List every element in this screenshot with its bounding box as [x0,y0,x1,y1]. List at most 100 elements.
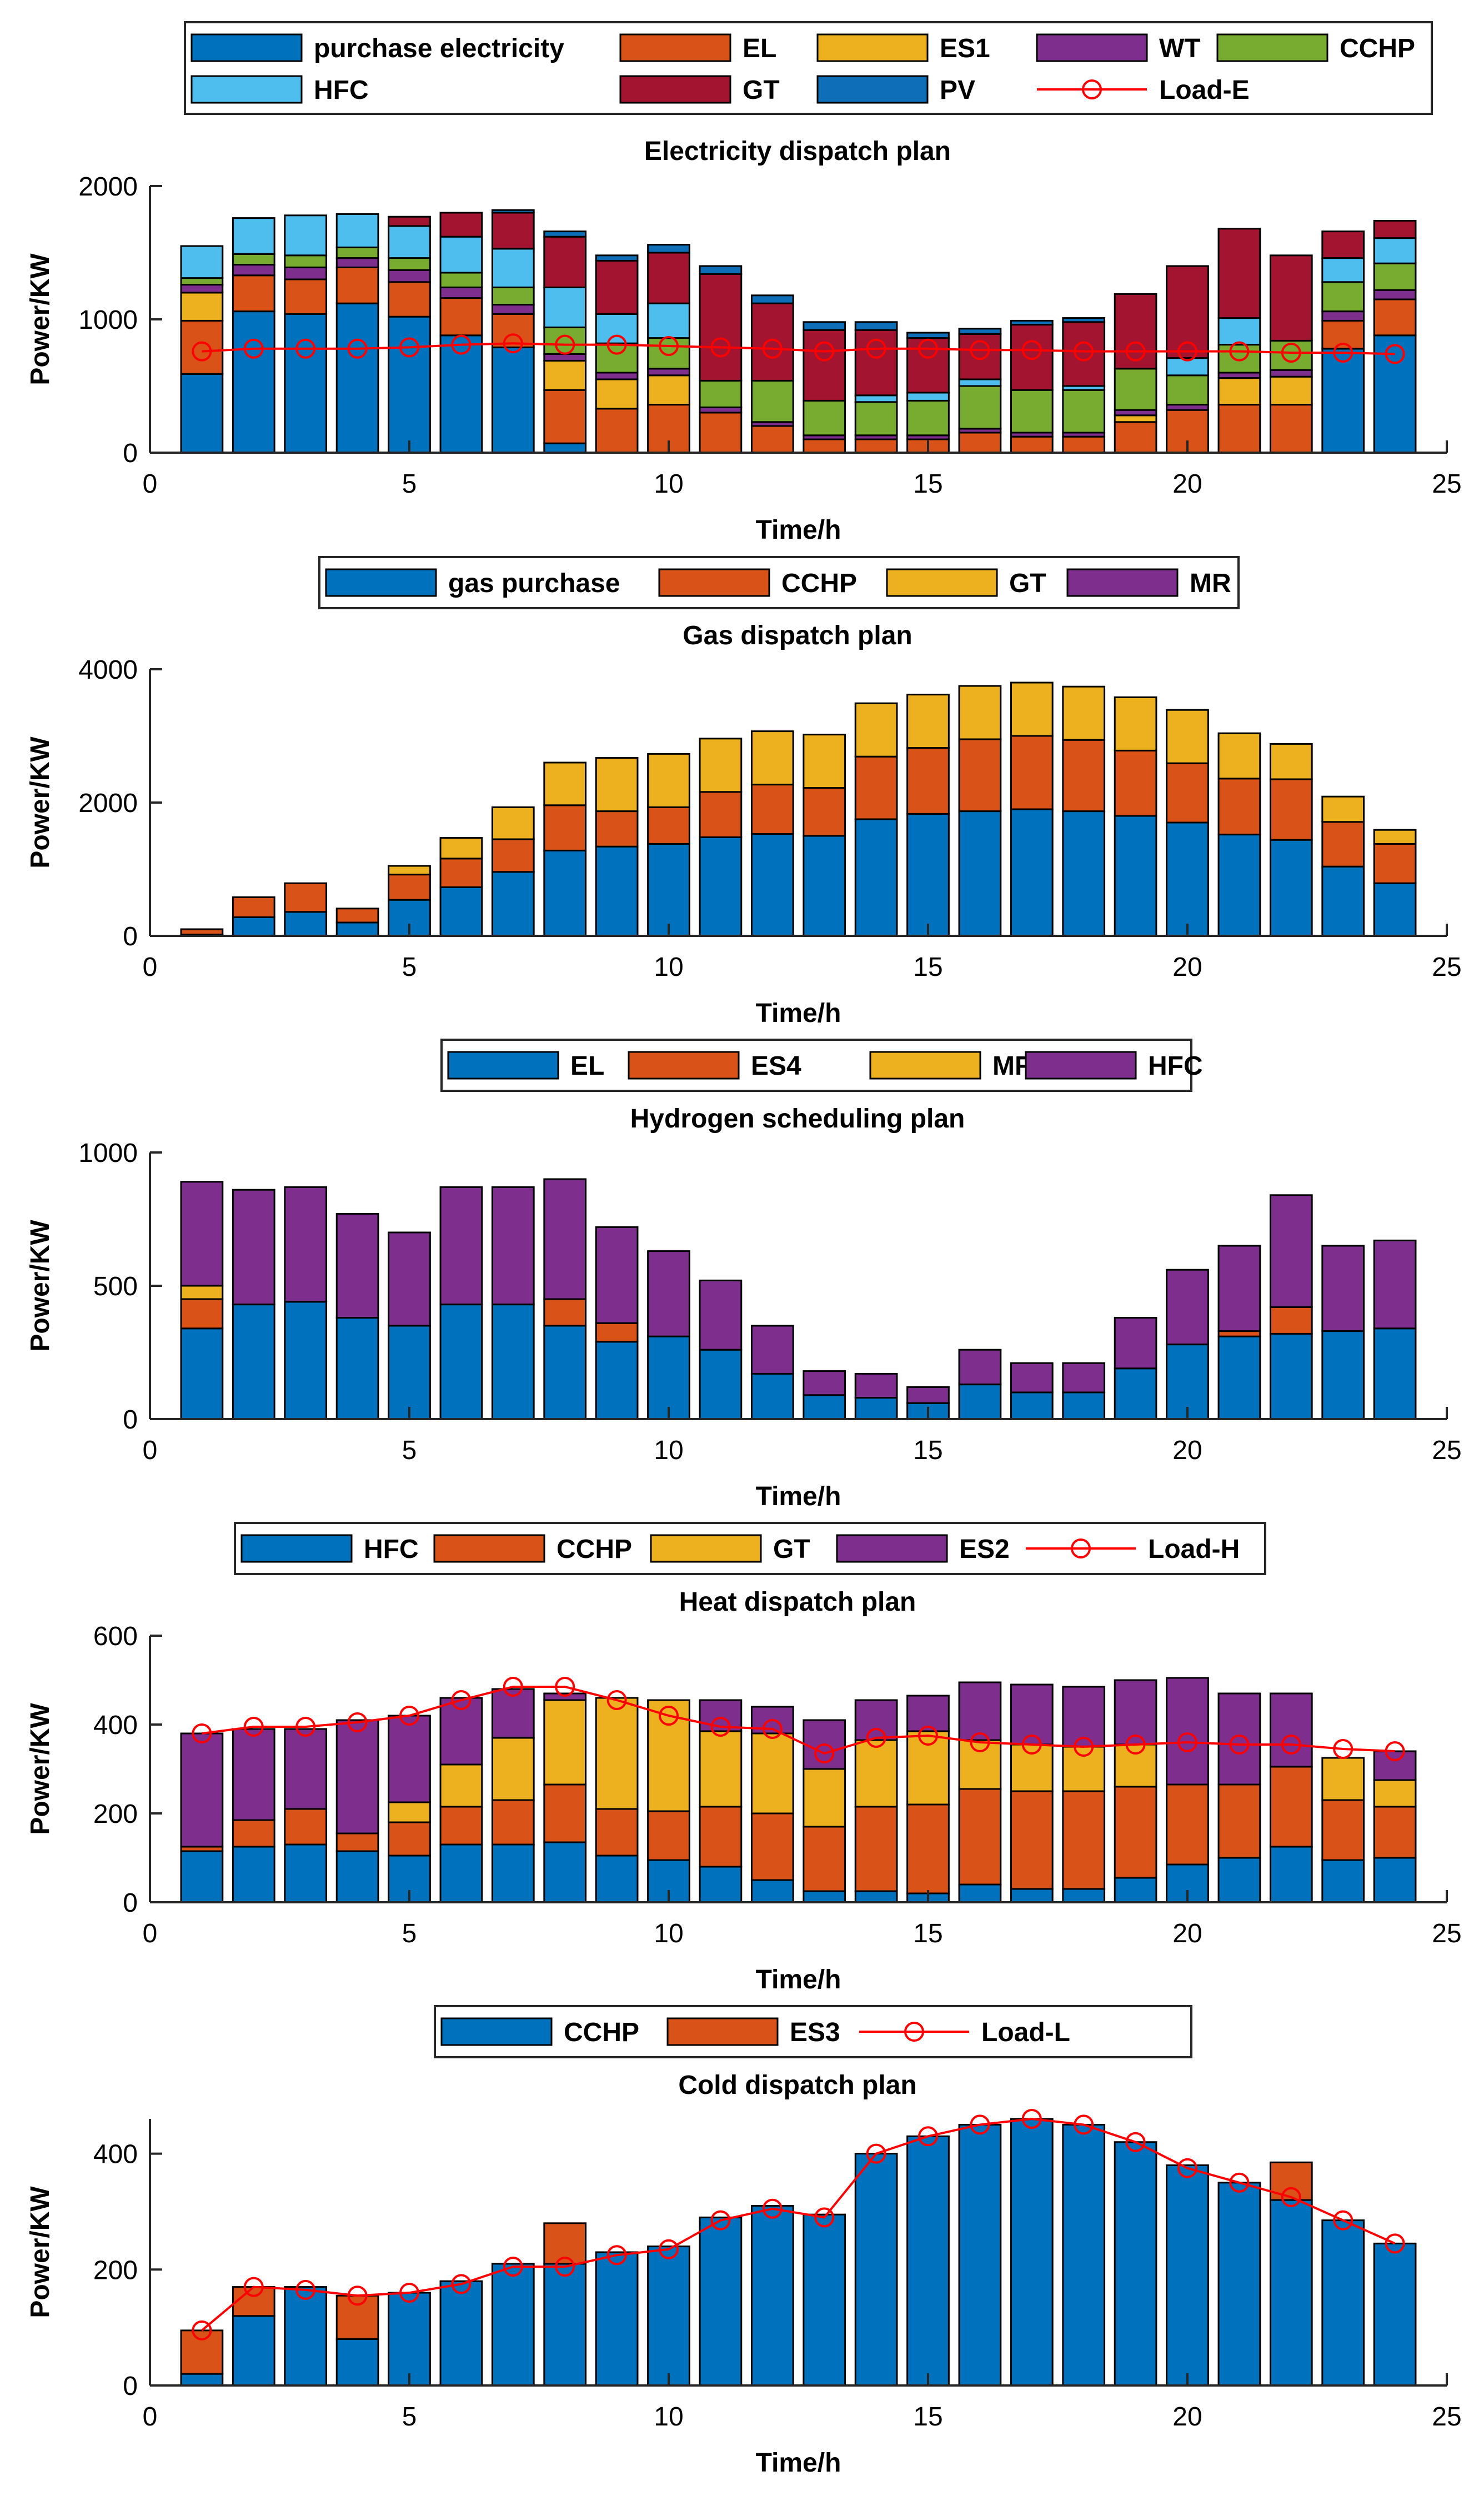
legend-swatch [836,1534,948,1563]
bar-es1 [543,359,587,391]
marker-load-e [1125,341,1146,362]
marker-load-h [606,1690,627,1710]
marker-load-l [1177,2158,1197,2178]
bar-pv [803,321,846,331]
bar-pv [647,244,690,254]
bar-el [750,425,794,454]
bar-hfc [750,1879,794,1903]
bar-el [335,1317,379,1420]
bar-gt [854,702,898,758]
legend-label: CCHP [556,1535,632,1564]
y-tick-label: 200 [93,2256,138,2285]
bar-es2 [1010,1683,1054,1746]
bar-cchp [699,379,743,408]
bar-gt [439,212,483,238]
bar-cchp [854,401,898,437]
y-tick-label: 600 [93,1622,138,1651]
marker-load-h [1177,1732,1197,1752]
marker-load-h [1229,1735,1250,1755]
bar-hfc [958,1883,1002,1903]
bar-cchp [388,1821,431,1857]
bar-hfc [1321,1245,1365,1332]
bar-gt [491,1737,535,1801]
x-tick-label: 5 [402,1919,417,1948]
bar-es4 [543,1298,587,1327]
bar-cchp [1062,389,1106,434]
x-tick-label: 0 [143,1436,158,1465]
bar-hfc [1321,257,1365,283]
bar-hfc [1217,1245,1261,1332]
bar-hfc [388,1231,431,1327]
bar-purchase-electricity [388,315,431,454]
bar-gas-purchase [958,810,1002,937]
bar-wt [439,286,483,299]
bar-gt [1114,1743,1157,1788]
bar-cchp [1010,735,1054,810]
bar-el [439,1304,483,1420]
bar-el [180,1327,224,1420]
bar-gt [1010,324,1054,391]
bar-gt [543,235,587,288]
bar-hfc [699,1866,743,1903]
x-tick-label: 15 [913,469,942,499]
bar-gt [439,1763,483,1808]
x-tick-label: 20 [1172,469,1202,499]
bar-cchp [699,2216,743,2387]
bar-gt [1373,829,1417,845]
bar-hfc [1321,1859,1365,1903]
marker-load-e [451,334,472,355]
marker-load-e [814,341,835,362]
line-load-e [202,342,1395,355]
chart-2: 0 5 10 15 20 25 0 2000 4000 Time/h Power/KW Gas dis… [26,556,1462,1028]
bar-gt [699,273,743,382]
bar-hfc [1010,1888,1054,1903]
bar-cchp [595,342,639,374]
bar-el [180,319,224,375]
legend-swatch-marker [1082,79,1102,99]
y-tick-label: 4000 [78,655,138,685]
legend-swatch [1036,33,1148,62]
bar-cchp [439,272,483,288]
marker-load-l [555,2257,575,2277]
legend-label: Load-H [1148,1535,1240,1564]
bar-hfc [180,1181,224,1287]
bar-hfc [1373,237,1417,264]
legend-label: HFC [314,76,369,105]
bar-cchp [1010,2118,1054,2387]
legend-label: Load-E [1159,76,1250,105]
bar-el [1114,421,1157,454]
bar-cchp [958,2123,1002,2387]
bar-wt [1321,310,1365,322]
bar-cchp [491,2263,535,2387]
bar-gas-purchase [699,836,743,937]
bar-el [595,408,639,454]
bar-gas-purchase [232,916,275,937]
legend: EL ES4 MR HFC [440,1039,1203,1092]
marker-load-e [1385,344,1405,364]
marker-load-l [606,2245,627,2266]
bar-wt [388,269,431,283]
marker-load-e [1074,341,1094,362]
bar-es2 [958,1681,1002,1741]
legend-swatch [628,1051,740,1080]
bar-cchp [388,2292,431,2387]
bar-gas-purchase [1114,815,1157,937]
bar-hfc [232,217,275,255]
bar-gas-purchase [439,886,483,937]
bar-cchp [906,747,950,815]
bar-cchp [1114,1786,1157,1879]
marker-load-h [1385,1741,1405,1761]
x-tick-label: 25 [1432,2402,1461,2432]
bar-hfc [439,235,483,274]
marker-load-h [866,1728,886,1748]
y-tick-label: 2000 [78,172,138,202]
bar-el [232,1304,275,1420]
bar-el [595,1341,639,1420]
bar-hfc [958,1349,1002,1386]
bar-gt [699,738,743,793]
marker-load-l [970,2114,990,2135]
bar-gt [750,302,794,382]
bar-hfc [1217,317,1261,346]
x-axis-label: Time/h [756,1965,841,1994]
bar-cchp [543,326,587,355]
